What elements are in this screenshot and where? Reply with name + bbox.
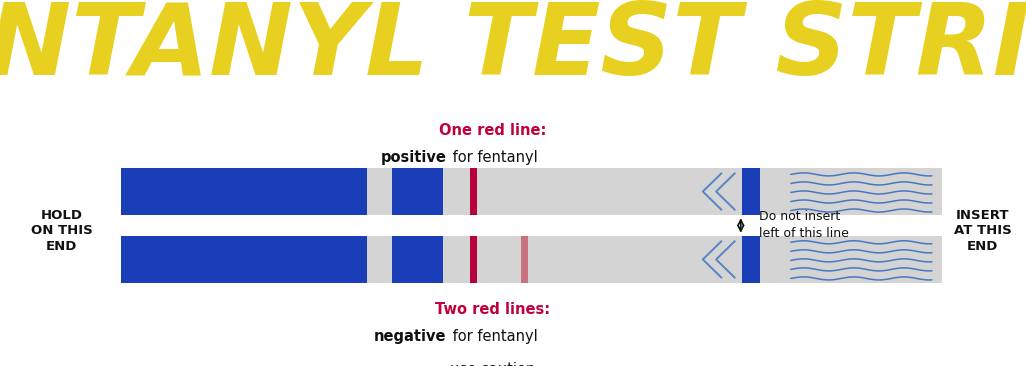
Text: for fentanyl: for fentanyl	[448, 329, 538, 344]
Bar	[742, 168, 760, 215]
Text: Two red lines:: Two red lines:	[435, 302, 550, 317]
Bar	[392, 168, 443, 215]
Text: INSERT
AT THIS
END: INSERT AT THIS END	[954, 209, 1012, 253]
Bar	[470, 168, 477, 215]
Bar	[121, 236, 367, 283]
Text: Do not insert
left of this line: Do not insert left of this line	[759, 210, 850, 240]
Text: One red line:: One red line:	[439, 123, 546, 138]
Bar	[521, 236, 528, 283]
Text: negative: negative	[373, 329, 446, 344]
Text: positive: positive	[381, 150, 446, 165]
Text: HOLD
ON THIS
END: HOLD ON THIS END	[31, 209, 92, 253]
Bar	[121, 168, 942, 215]
Text: for fentanyl: for fentanyl	[448, 150, 538, 165]
Text: FENTANYL TEST STRIPS: FENTANYL TEST STRIPS	[0, 0, 1026, 96]
Text: use caution: use caution	[449, 362, 536, 366]
Bar	[121, 236, 942, 283]
Bar	[392, 236, 443, 283]
Bar	[742, 236, 760, 283]
Bar	[121, 168, 367, 215]
Bar	[470, 236, 477, 283]
